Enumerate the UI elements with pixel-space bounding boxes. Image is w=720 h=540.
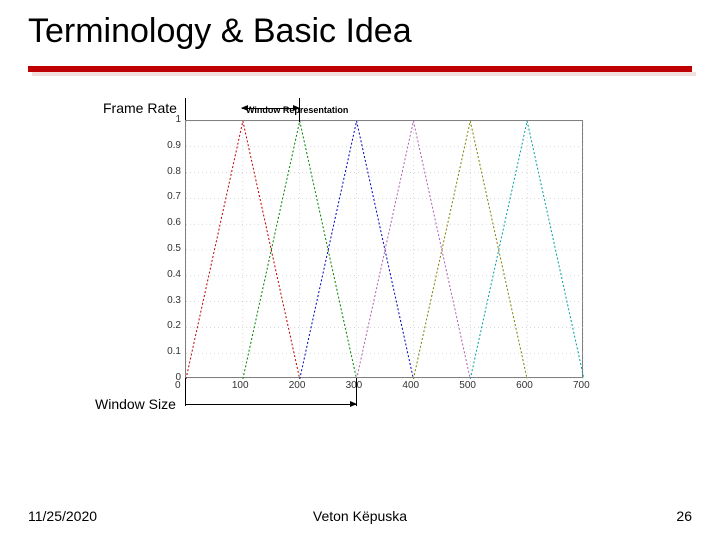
y-tick-label: 0.1 bbox=[167, 346, 181, 357]
window-size-label: Window Size bbox=[95, 396, 176, 412]
slide-root: Terminology & Basic Idea Frame Rate Wind… bbox=[0, 0, 720, 540]
frame-rate-tick-right bbox=[299, 98, 300, 122]
y-tick-label: 0.6 bbox=[167, 217, 181, 228]
y-tick-label: 0.7 bbox=[167, 191, 181, 202]
x-tick-label: 500 bbox=[459, 380, 476, 391]
title-rule-shadow bbox=[32, 72, 696, 76]
footer-page: 26 bbox=[676, 508, 692, 524]
frame-rate-label: Frame Rate bbox=[103, 100, 177, 116]
window-chart bbox=[186, 121, 584, 379]
y-tick-label: 0.2 bbox=[167, 320, 181, 331]
x-tick-label: 300 bbox=[346, 380, 363, 391]
x-tick-label: 200 bbox=[289, 380, 306, 391]
x-tick-label: 400 bbox=[402, 380, 419, 391]
frame-rate-arrow bbox=[242, 108, 299, 109]
footer-author: Veton Këpuska bbox=[0, 508, 720, 524]
x-tick-label: 700 bbox=[573, 380, 590, 391]
window-size-arrow bbox=[185, 404, 356, 405]
chart-container: Window Representation bbox=[185, 120, 583, 378]
y-tick-label: 0.5 bbox=[167, 243, 181, 254]
window-size-tick-right bbox=[356, 378, 357, 406]
x-tick-label: 100 bbox=[232, 380, 249, 391]
slide-title: Terminology & Basic Idea bbox=[28, 12, 412, 51]
x-tick-label: 600 bbox=[516, 380, 533, 391]
y-tick-label: 0.4 bbox=[167, 269, 181, 280]
y-tick-label: 0.3 bbox=[167, 295, 181, 306]
y-tick-label: 0.9 bbox=[167, 140, 181, 151]
frame-rate-tick-left bbox=[185, 98, 186, 122]
window-size-tick-left bbox=[185, 378, 186, 406]
x-tick-label: 0 bbox=[175, 380, 181, 391]
y-tick-label: 0.8 bbox=[167, 166, 181, 177]
y-tick-label: 1 bbox=[175, 114, 181, 125]
